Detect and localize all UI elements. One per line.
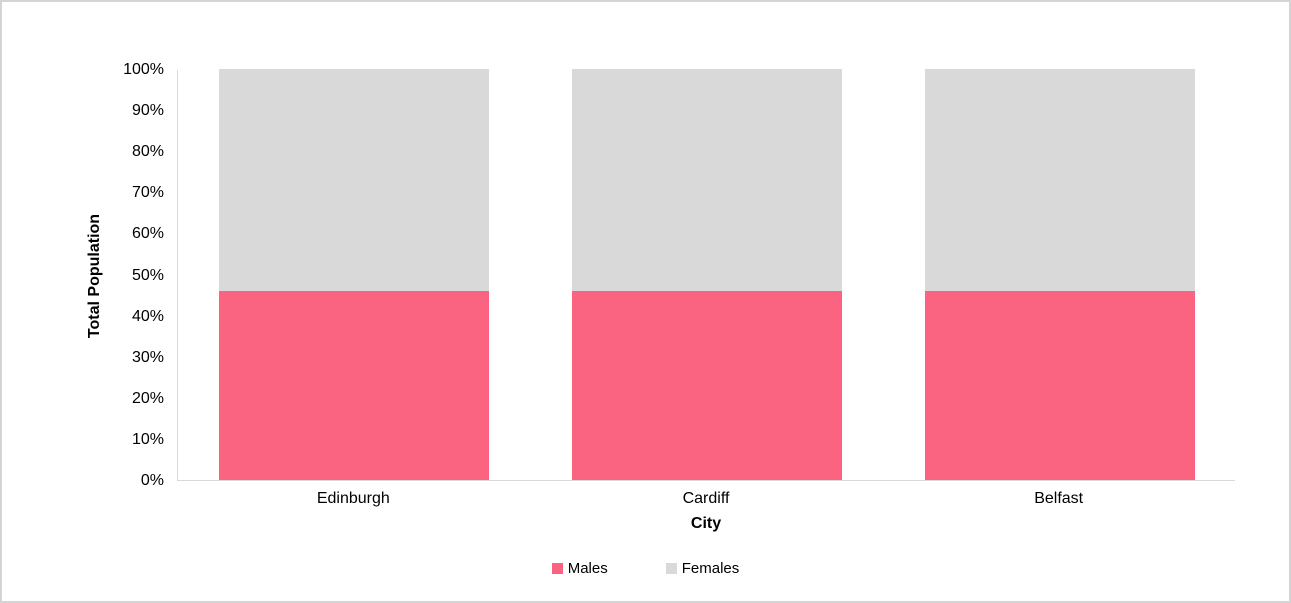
y-tick-label: 40% [131,307,164,325]
bar-segment-females [572,69,842,291]
y-tick-label: 80% [131,143,164,161]
y-tick-label: 60% [131,225,164,243]
y-tick-label: 30% [131,348,164,366]
x-axis-category-labels: Edinburgh Cardiff Belfast [177,490,1235,510]
y-tick-label: 50% [131,266,164,284]
bar-segment-males [924,290,1195,480]
bar-segment-females [924,69,1195,291]
legend-label: Females [681,560,740,577]
bar-edinburgh [219,69,490,480]
legend-item-males: Males [551,560,608,577]
legend-label: Males [567,560,608,577]
y-tick-label: 10% [131,430,164,448]
y-tick-label: 100% [123,61,164,78]
bar-cardiff [572,69,842,480]
legend-swatch-icon [551,563,563,574]
x-category-label: Edinburgh [316,490,390,507]
x-category-label: Belfast [1034,490,1084,507]
y-axis-tick-labels: 0% 10% 20% 30% 40% 50% 60% 70% 80% 90% 100% [60,61,164,489]
y-tick-label: 20% [131,389,164,407]
plot-area [177,69,1235,481]
y-tick-label: 70% [131,184,164,202]
y-tick-label: 90% [131,102,164,120]
bar-segment-males [219,290,490,480]
bar-segment-males [572,290,842,480]
x-category-label: Cardiff [682,490,730,507]
legend-swatch-icon [665,563,677,574]
legend-item-females: Females [665,560,740,577]
x-axis-title: City [690,515,722,532]
chart-legend: Males Females [2,560,1289,577]
bar-belfast [924,69,1195,480]
y-tick-label: 0% [140,472,164,489]
bar-segment-females [219,69,490,291]
